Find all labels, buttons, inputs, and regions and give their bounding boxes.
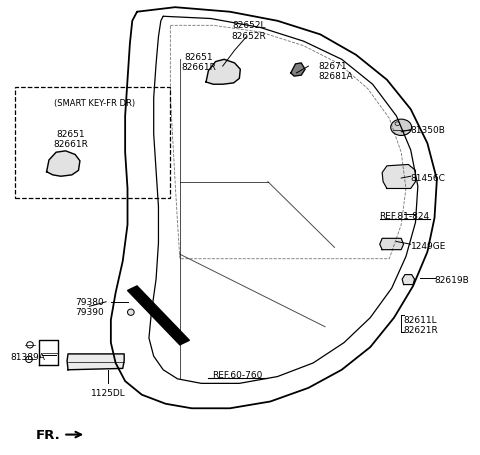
Text: 81456C: 81456C [411,173,445,182]
Ellipse shape [391,120,412,136]
Text: REF.60-760: REF.60-760 [212,370,262,379]
Polygon shape [402,275,415,285]
Text: 81350B: 81350B [411,126,445,135]
Text: 82619B: 82619B [434,275,469,284]
Circle shape [128,309,134,316]
Text: 82671
82681A: 82671 82681A [318,62,353,81]
Polygon shape [67,354,124,370]
Text: 82651
82661R: 82651 82661R [53,130,88,149]
Text: 1249GE: 1249GE [411,241,446,250]
Text: 82652L
82652R: 82652L 82652R [231,21,266,40]
Text: 81389A: 81389A [10,352,45,361]
Polygon shape [382,165,416,189]
Polygon shape [206,60,240,85]
Text: 82651
82661R: 82651 82661R [181,53,216,72]
Polygon shape [128,286,190,345]
Text: FR.: FR. [36,428,60,441]
Text: 1125DL: 1125DL [91,388,126,397]
Text: (SMART KEY-FR DR): (SMART KEY-FR DR) [54,99,135,108]
Text: 79380
79390: 79380 79390 [75,297,104,316]
Text: REF.81-824: REF.81-824 [380,212,430,221]
Text: 82611L
82621R: 82611L 82621R [404,315,438,334]
Bar [15,87,170,198]
Polygon shape [291,64,305,77]
Polygon shape [47,152,80,177]
Polygon shape [380,239,404,250]
